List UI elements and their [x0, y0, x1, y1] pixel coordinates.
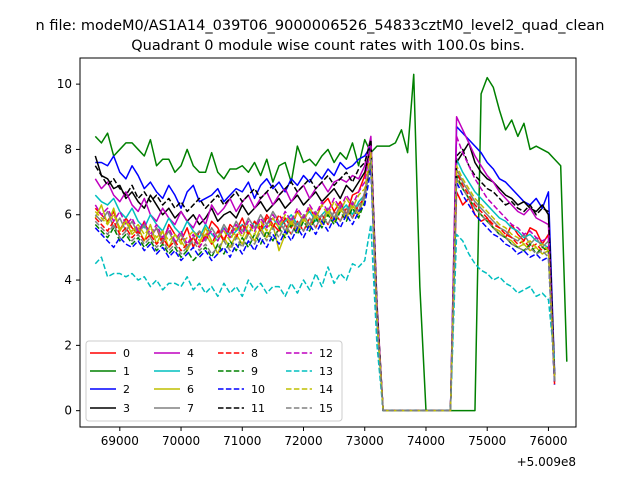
legend-label-13: 13: [319, 365, 333, 378]
series-line-4: [94, 116, 556, 412]
legend-frame: [85, 340, 343, 422]
x-tick-label: 75000: [468, 434, 506, 448]
x-tick-label: 73000: [346, 434, 384, 448]
legend-label-11: 11: [251, 402, 265, 415]
series-line-1: [94, 73, 568, 412]
series-line-12: [94, 135, 556, 412]
legend-label-12: 12: [319, 347, 333, 360]
legend-label-14: 14: [319, 383, 333, 396]
plot-frame: [79, 57, 577, 428]
x-axis: 69000 70000 71000 72000 73000 74000 75000 76000: [101, 427, 568, 448]
series-line-5: [94, 158, 556, 412]
legend-label-5: 5: [187, 365, 194, 378]
series-line-8: [94, 155, 556, 412]
x-tick-label: 70000: [162, 434, 200, 448]
legend-label-9: 9: [251, 365, 258, 378]
y-tick-label: 6: [64, 208, 72, 222]
y-tick-label: 0: [64, 404, 72, 418]
legend-label-10: 10: [251, 383, 265, 396]
legend-label-8: 8: [251, 347, 258, 360]
figure-suptitle: n file: modeM0/AS1A14_039T06_9000006526_…: [36, 18, 605, 34]
legend-label-15: 15: [319, 402, 333, 415]
legend-label-6: 6: [187, 383, 194, 396]
x-tick-label: 72000: [284, 434, 322, 448]
series-line-2: [95, 125, 556, 412]
y-tick-label: 8: [64, 142, 72, 156]
y-axis: 0 2 4 6 8 10: [57, 77, 80, 418]
series-line-10: [94, 168, 556, 412]
y-tick-label: 4: [64, 273, 72, 287]
legend-label-2: 2: [123, 383, 130, 396]
series-line-11: [94, 138, 556, 412]
y-tick-label: 10: [57, 77, 72, 91]
series-line-15: [94, 158, 556, 412]
chart-title: Quadrant 0 module wise count rates with …: [131, 38, 525, 54]
series-line-14: [94, 151, 556, 412]
y-tick-label: 2: [64, 338, 72, 352]
x-tick-label: 74000: [407, 434, 445, 448]
legend-label-7: 7: [187, 402, 194, 415]
series-line-13: [94, 223, 556, 412]
x-tick-label: 71000: [223, 434, 261, 448]
x-axis-offset-label: +5.009e8: [517, 455, 576, 469]
legend-label-4: 4: [187, 347, 194, 360]
legend-label-0: 0: [123, 347, 130, 360]
series-line-3: [94, 142, 556, 412]
series-layer: [94, 73, 568, 412]
legend-label-1: 1: [123, 365, 130, 378]
legend-label-3: 3: [123, 402, 130, 415]
x-tick-label: 69000: [101, 434, 139, 448]
x-tick-label: 76000: [529, 434, 567, 448]
